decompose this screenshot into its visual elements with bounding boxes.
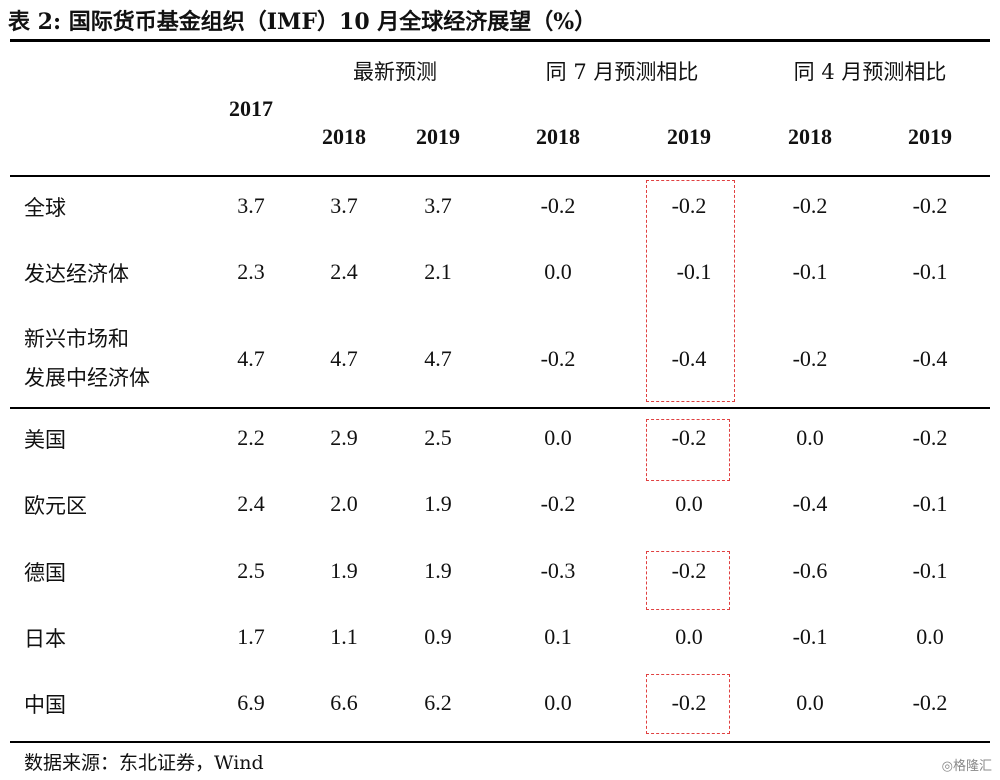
header-rule [10, 175, 990, 177]
header-group-latest: 最新预测 [353, 60, 437, 84]
table-cell: 2.9 [330, 425, 358, 450]
highlight-box [646, 419, 730, 481]
row-label: 新兴市场和 [24, 327, 129, 351]
table-cell: 4.7 [424, 346, 452, 371]
table-cell: 0.0 [796, 425, 824, 450]
header-april-2018: 2018 [788, 124, 832, 149]
top-rule [10, 39, 990, 42]
row-label: 中国 [24, 693, 66, 717]
table-cell: 3.7 [330, 193, 358, 218]
table-cell: 4.7 [237, 346, 265, 371]
highlight-box [646, 180, 735, 402]
table-cell: -0.2 [671, 558, 707, 583]
table-cell: 2.5 [237, 558, 265, 583]
table-cell: -0.2 [540, 346, 576, 371]
row-label-line2: 发展中经济体 [24, 366, 150, 390]
table-cell: 1.7 [237, 624, 265, 649]
watermark: ◎格隆汇 [941, 759, 992, 774]
table-cell: -0.1 [912, 259, 948, 284]
table-cell: -0.2 [912, 690, 948, 715]
table-cell: 2.2 [237, 425, 265, 450]
table-cell: -0.4 [671, 346, 707, 371]
row-label: 全球 [24, 196, 66, 220]
table-cell: 2.5 [424, 425, 452, 450]
row-label: 美国 [24, 428, 66, 452]
table-cell: -0.2 [671, 425, 707, 450]
row-label: 日本 [24, 627, 66, 651]
table-cell: -0.1 [912, 491, 948, 516]
header-july-2018: 2018 [536, 124, 580, 149]
header-group-vs-april: 同 4 月预测相比 [793, 60, 947, 84]
table-cell: 2.4 [237, 491, 265, 516]
table-cell: 0.0 [675, 624, 703, 649]
table-cell: 0.0 [544, 690, 572, 715]
table-cell: 1.9 [424, 491, 452, 516]
table-cell: -0.2 [671, 690, 707, 715]
header-latest-2019: 2019 [416, 124, 460, 149]
highlight-box [646, 674, 730, 734]
table-cell: 1.1 [330, 624, 358, 649]
table-cell: -0.6 [792, 558, 828, 583]
table-cell: -0.2 [792, 346, 828, 371]
table-cell: 4.7 [330, 346, 358, 371]
table-cell: 6.2 [424, 690, 452, 715]
table-cell: 1.9 [330, 558, 358, 583]
header-group-vs-july: 同 7 月预测相比 [545, 60, 699, 84]
table-cell: -0.1 [792, 624, 828, 649]
table-cell: 0.0 [796, 690, 824, 715]
row-label: 发达经济体 [24, 262, 129, 286]
table-cell: -0.2 [912, 193, 948, 218]
table-cell: -0.2 [540, 491, 576, 516]
row-label: 欧元区 [24, 494, 87, 518]
table-cell: 6.9 [237, 690, 265, 715]
table-cell: -0.1 [676, 259, 712, 284]
header-latest-2018: 2018 [322, 124, 366, 149]
table-cell: 3.7 [424, 193, 452, 218]
table-cell: -0.2 [671, 193, 707, 218]
table-cell: 2.0 [330, 491, 358, 516]
table-cell: -0.1 [792, 259, 828, 284]
table-cell: 3.7 [237, 193, 265, 218]
table-title: 表 2: 国际货币基金组织（IMF）10 月全球经济展望（%） [8, 9, 597, 35]
table-cell: 0.0 [544, 259, 572, 284]
bottom-rule [10, 741, 990, 743]
table-cell: 2.4 [330, 259, 358, 284]
highlight-box [646, 551, 730, 610]
table-cell: 2.1 [424, 259, 452, 284]
table-cell: -0.3 [540, 558, 576, 583]
header-july-2019: 2019 [667, 124, 711, 149]
table-cell: -0.4 [792, 491, 828, 516]
table-cell: -0.4 [912, 346, 948, 371]
table-cell: 0.0 [544, 425, 572, 450]
table-cell: 2.3 [237, 259, 265, 284]
header-2017: 2017 [229, 96, 273, 121]
table-cell: -0.2 [792, 193, 828, 218]
table-cell: 0.0 [916, 624, 944, 649]
section-rule [10, 407, 990, 409]
header-april-2019: 2019 [908, 124, 952, 149]
table-cell: 1.9 [424, 558, 452, 583]
table-cell: -0.2 [912, 425, 948, 450]
data-source-note: 数据来源：东北证券，Wind [24, 752, 264, 774]
table-cell: -0.1 [912, 558, 948, 583]
table-cell: -0.2 [540, 193, 576, 218]
row-label: 德国 [24, 561, 66, 585]
table-cell: 6.6 [330, 690, 358, 715]
table-cell: 0.0 [675, 491, 703, 516]
table-cell: 0.9 [424, 624, 452, 649]
table-cell: 0.1 [544, 624, 572, 649]
